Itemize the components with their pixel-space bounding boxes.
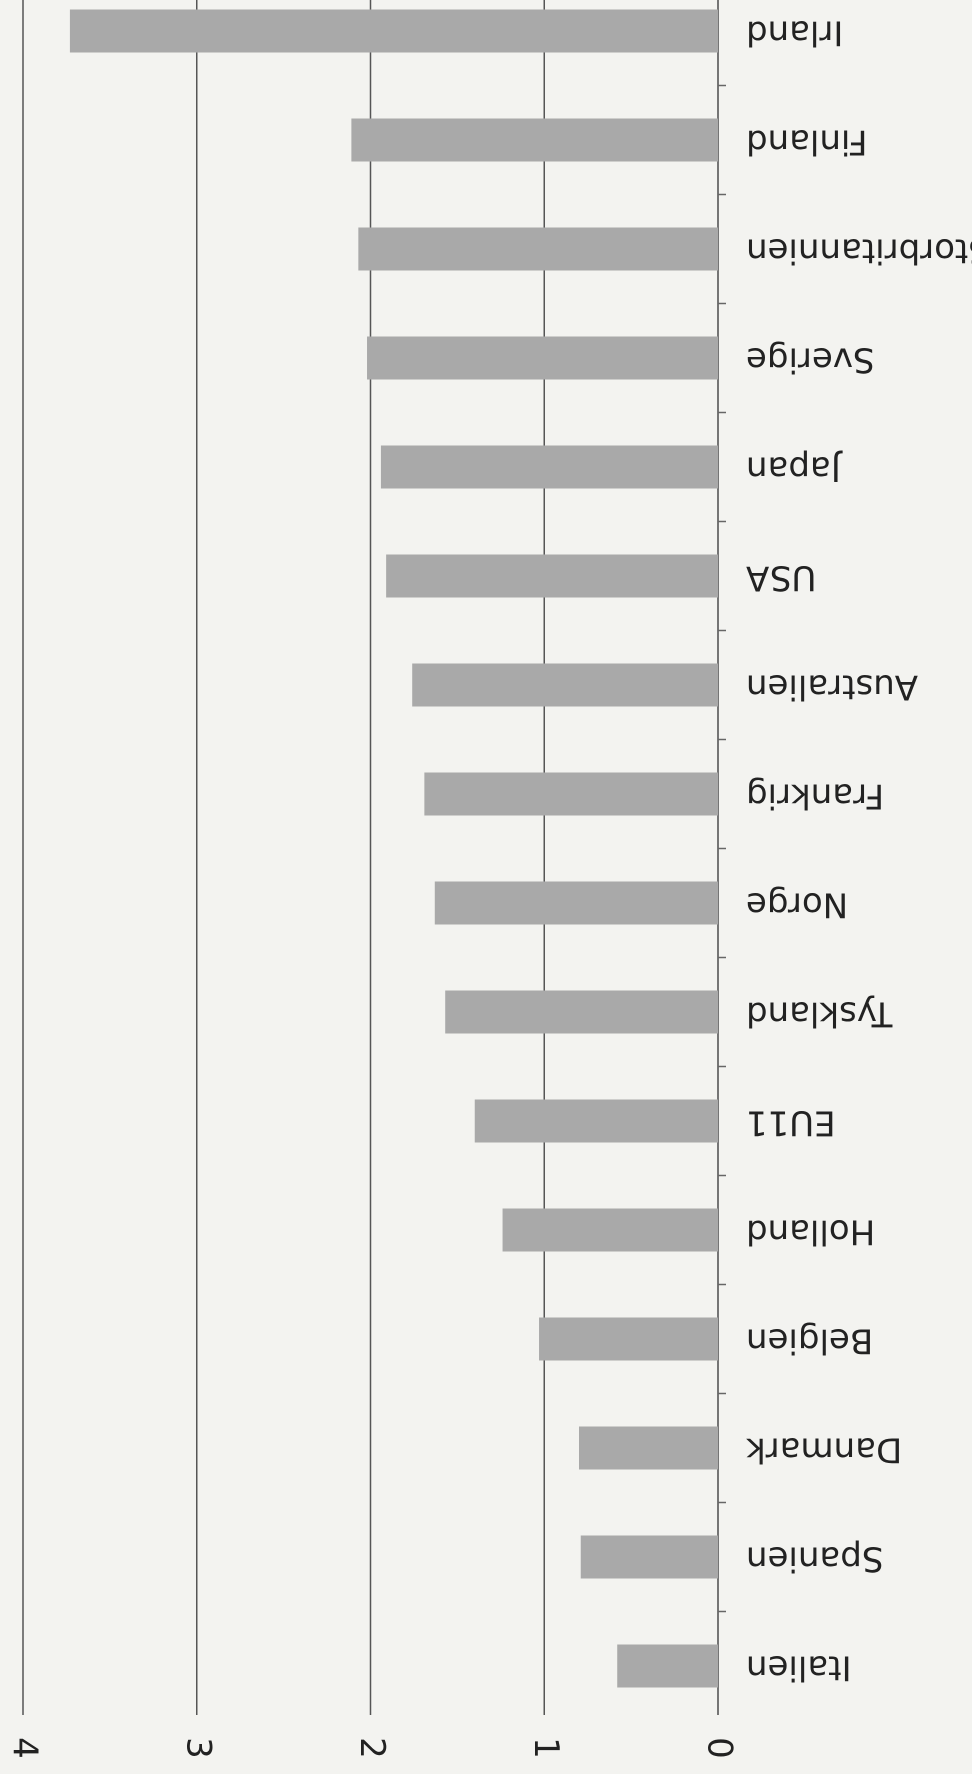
bar — [580, 1535, 718, 1579]
bar — [617, 1644, 718, 1688]
y-tick-label: EU11 — [746, 1103, 836, 1143]
bar — [474, 1099, 718, 1143]
bar — [445, 990, 718, 1034]
y-tick-label: Frankrig — [746, 776, 884, 816]
y-tick-label: Holland — [746, 1212, 875, 1252]
y-tick-label: Finland — [746, 122, 868, 162]
y-tick-label: Sverige — [746, 340, 875, 380]
y-tick-label: Belgien — [746, 1321, 873, 1361]
x-tick-label: 1 — [526, 1737, 566, 1759]
bar — [502, 1208, 718, 1252]
y-tick-label: Storbritannien — [746, 231, 972, 271]
bar — [579, 1426, 718, 1470]
bar — [367, 336, 718, 380]
x-tick-label: 2 — [352, 1737, 392, 1759]
y-tick-label: Australien — [746, 667, 918, 707]
y-tick-label: Spanien — [746, 1539, 883, 1579]
bar — [351, 118, 718, 162]
bar — [358, 227, 718, 271]
y-tick-label: USA — [746, 558, 816, 598]
bar — [412, 663, 718, 707]
bar — [539, 1317, 718, 1361]
bar — [386, 554, 718, 598]
bar — [424, 772, 718, 816]
y-tick-label: Norge — [746, 885, 848, 925]
bar — [434, 881, 718, 925]
y-tick-label: Irland — [746, 13, 843, 53]
y-tick-label: Japan — [746, 449, 843, 489]
x-tick-label: 0 — [700, 1737, 740, 1759]
y-tick-label: Tyskland — [746, 994, 893, 1034]
y-tick-label: Italien — [746, 1648, 852, 1688]
x-tick-label: 4 — [5, 1737, 45, 1759]
bar — [69, 9, 719, 53]
bar — [380, 445, 718, 489]
y-tick-label: Danmark — [746, 1430, 902, 1470]
x-tick-label: 3 — [178, 1737, 218, 1759]
